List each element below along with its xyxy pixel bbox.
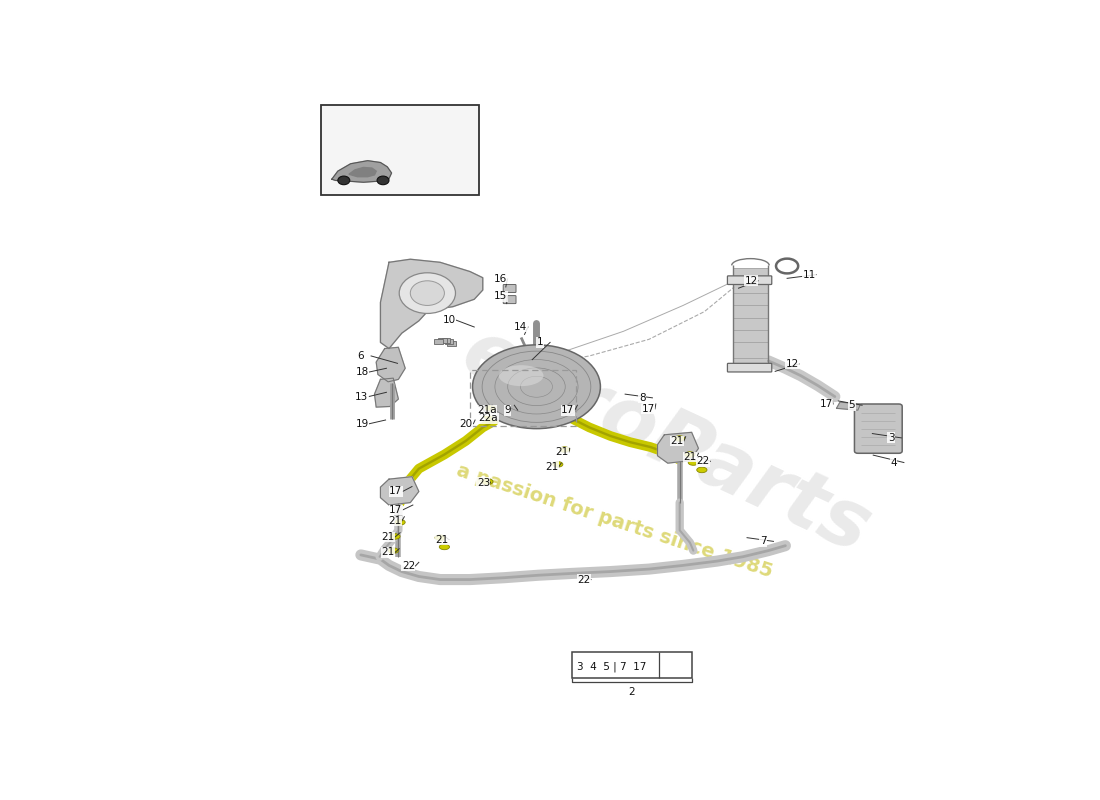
Ellipse shape (395, 519, 405, 525)
Text: a passion for parts since 1985: a passion for parts since 1985 (454, 461, 776, 582)
Ellipse shape (439, 544, 450, 550)
Text: 11: 11 (803, 270, 816, 280)
Polygon shape (836, 402, 860, 410)
Polygon shape (658, 432, 698, 463)
Text: 13: 13 (355, 392, 368, 402)
Text: 22: 22 (696, 456, 710, 466)
Text: 21: 21 (670, 436, 683, 446)
Text: 21: 21 (556, 447, 569, 457)
Polygon shape (381, 477, 419, 505)
Ellipse shape (389, 534, 400, 539)
Text: 22a: 22a (478, 413, 498, 423)
Ellipse shape (696, 467, 707, 473)
Text: 5: 5 (848, 400, 855, 410)
Text: 6: 6 (358, 351, 364, 361)
Text: 23: 23 (476, 478, 490, 488)
Ellipse shape (552, 462, 563, 467)
Text: 2: 2 (628, 686, 636, 697)
Ellipse shape (473, 345, 601, 429)
Text: 17: 17 (389, 486, 403, 497)
Ellipse shape (674, 436, 685, 442)
Text: euroParts: euroParts (450, 312, 882, 570)
Bar (733, 342, 768, 358)
Bar (733, 358, 768, 370)
FancyBboxPatch shape (727, 276, 772, 285)
Bar (444, 339, 453, 344)
Circle shape (338, 176, 350, 185)
Text: 10: 10 (442, 315, 455, 326)
Polygon shape (332, 161, 392, 182)
Polygon shape (349, 167, 376, 177)
Bar (733, 269, 768, 281)
Text: 4: 4 (890, 458, 896, 467)
Circle shape (377, 176, 389, 185)
Bar (470, 370, 575, 426)
Polygon shape (381, 259, 483, 349)
Text: 17: 17 (641, 404, 654, 414)
Ellipse shape (388, 548, 398, 554)
Polygon shape (374, 378, 398, 407)
Bar (733, 306, 768, 318)
Text: 15: 15 (494, 291, 507, 301)
Text: 21: 21 (382, 532, 395, 542)
Text: 7: 7 (760, 536, 767, 546)
Ellipse shape (485, 406, 495, 411)
Bar (733, 330, 768, 342)
FancyBboxPatch shape (503, 285, 516, 293)
Circle shape (399, 273, 455, 314)
Text: 12: 12 (785, 359, 799, 369)
Text: 18: 18 (355, 367, 368, 377)
FancyBboxPatch shape (503, 295, 516, 303)
Text: 22: 22 (402, 561, 415, 571)
Bar (448, 341, 456, 346)
FancyBboxPatch shape (855, 404, 902, 454)
Circle shape (410, 281, 444, 306)
Ellipse shape (484, 414, 494, 419)
Text: 17: 17 (561, 405, 574, 415)
Text: 17: 17 (820, 399, 833, 409)
Ellipse shape (498, 365, 543, 386)
Text: 21a: 21a (476, 405, 496, 415)
Text: 8: 8 (639, 393, 646, 403)
Text: 3: 3 (888, 433, 894, 443)
Text: 21: 21 (434, 534, 449, 545)
Text: 9: 9 (504, 405, 510, 415)
Text: 1: 1 (537, 338, 543, 347)
Ellipse shape (685, 452, 695, 458)
Bar (733, 318, 768, 330)
FancyBboxPatch shape (727, 363, 772, 372)
Text: 3  4  5 | 7  17: 3 4 5 | 7 17 (576, 662, 646, 672)
Text: 12: 12 (745, 276, 758, 286)
Polygon shape (376, 347, 405, 382)
Ellipse shape (481, 478, 493, 485)
Text: 17: 17 (389, 505, 403, 515)
Bar (572, 652, 692, 678)
Text: 21: 21 (382, 547, 395, 558)
Bar (733, 293, 768, 306)
Ellipse shape (434, 535, 446, 541)
Bar (733, 281, 768, 293)
Bar (442, 338, 450, 343)
Text: 21: 21 (683, 452, 696, 462)
Bar (439, 338, 447, 343)
Text: 20: 20 (460, 418, 473, 429)
Ellipse shape (560, 447, 570, 452)
Bar (434, 338, 442, 343)
Text: 14: 14 (515, 322, 528, 332)
Bar (321, 106, 478, 194)
Text: 16: 16 (494, 274, 507, 284)
Text: 21: 21 (388, 516, 401, 526)
Text: 21: 21 (544, 462, 558, 472)
Text: 22: 22 (578, 574, 591, 585)
Text: 19: 19 (355, 418, 368, 429)
Ellipse shape (689, 460, 698, 466)
